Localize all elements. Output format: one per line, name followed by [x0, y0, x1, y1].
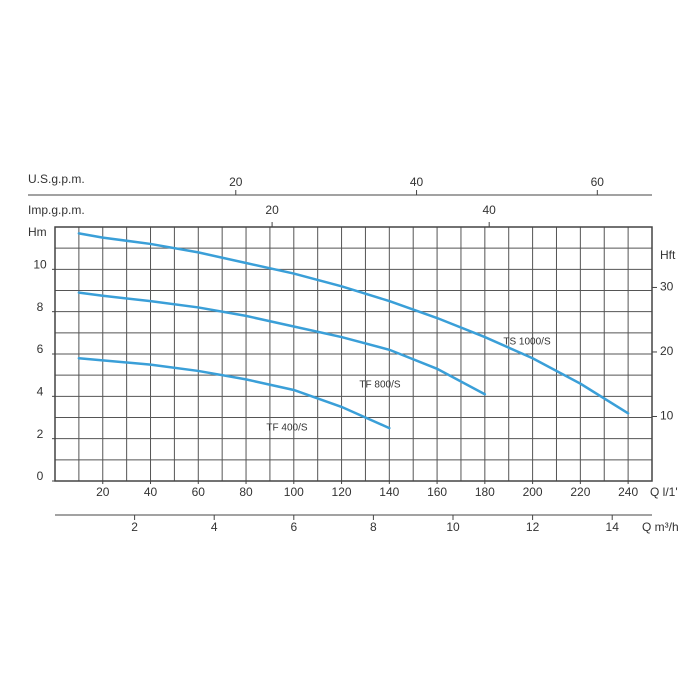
secondary-axis-label: U.S.g.p.m.: [28, 172, 85, 186]
secondary-axis-label: Imp.g.p.m.: [28, 203, 85, 217]
x-tick-label: 200: [523, 485, 543, 499]
y2-tick-label: 30: [660, 280, 674, 294]
y2-tick-label: 10: [660, 409, 674, 423]
y2-axis-label: Hft: [660, 248, 676, 262]
x-tick-label: 60: [192, 485, 206, 499]
curve-label: TF 400/S: [266, 423, 307, 434]
x-tick-label: 240: [618, 485, 638, 499]
curve-label: TF 800/S: [359, 380, 400, 391]
secondary-tick-label: 40: [483, 203, 497, 217]
y-tick-label: 10: [33, 258, 47, 272]
x-tick-label: 140: [379, 485, 399, 499]
x-tick-label: 100: [284, 485, 304, 499]
secondary-tick-label: 12: [526, 520, 540, 534]
y-tick-label: 2: [37, 427, 44, 441]
secondary-tick-label: 60: [591, 175, 605, 189]
y2-tick-label: 20: [660, 344, 674, 358]
y-axis-label: Hm: [28, 225, 47, 239]
y-tick-label: 8: [37, 300, 44, 314]
secondary-tick-label: 14: [606, 520, 620, 534]
secondary-tick-label: 2: [131, 520, 138, 534]
x-tick-label: 80: [239, 485, 253, 499]
x-tick-label: 40: [144, 485, 158, 499]
x-axis-label: Q l/1': [650, 485, 678, 499]
curve-label: TS 1000/S: [503, 337, 551, 348]
secondary-tick-label: 10: [446, 520, 460, 534]
x-tick-label: 160: [427, 485, 447, 499]
y-tick-label: 4: [37, 385, 44, 399]
secondary-tick-label: 4: [211, 520, 218, 534]
y-tick-label: 0: [37, 469, 44, 483]
x-tick-label: 120: [332, 485, 352, 499]
x-tick-label: 20: [96, 485, 110, 499]
secondary-tick-label: 8: [370, 520, 377, 534]
pump-curve: [77, 356, 391, 430]
x-tick-label: 180: [475, 485, 495, 499]
secondary-axis-label: Q m³/h: [642, 520, 679, 534]
secondary-tick-label: 6: [290, 520, 297, 534]
pump-curve: [77, 291, 487, 396]
secondary-tick-label: 20: [229, 175, 243, 189]
pump-curve: [77, 232, 630, 415]
x-tick-label: 220: [570, 485, 590, 499]
secondary-tick-label: 20: [265, 203, 279, 217]
y-tick-label: 6: [37, 342, 44, 356]
secondary-tick-label: 40: [410, 175, 424, 189]
